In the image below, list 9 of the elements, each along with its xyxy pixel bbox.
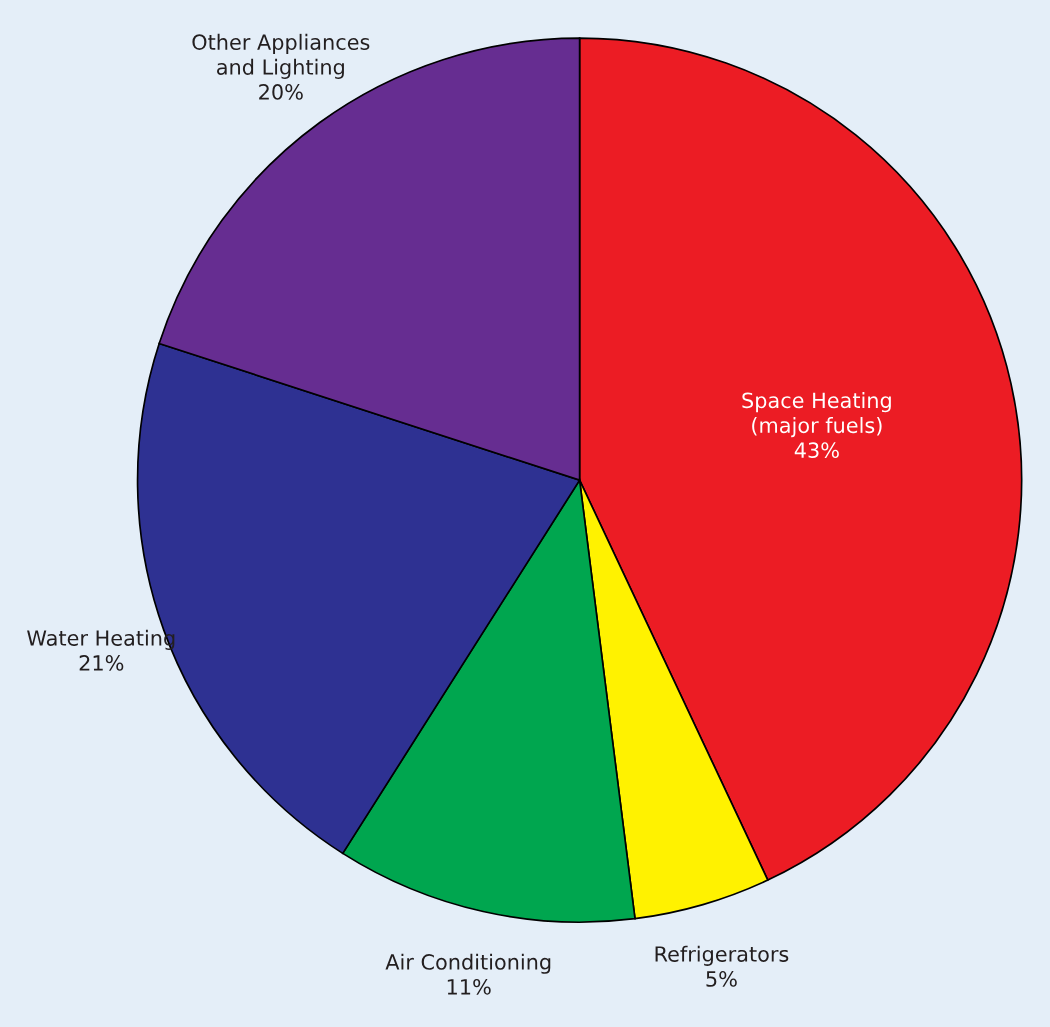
data-label: 5% (706, 971, 737, 987)
data-label: 11% (447, 978, 491, 995)
slice-label: Other Appliances and Lighting (192, 33, 370, 79)
data-label: 43% (794, 442, 839, 459)
data-label: 20% (259, 84, 303, 100)
slice-label: Refrigerators (655, 945, 789, 966)
slice-label: Air Conditioning (385, 953, 551, 974)
data-label: 21% (79, 655, 124, 671)
slice-label: Space Heating (major fuels) (742, 392, 891, 438)
